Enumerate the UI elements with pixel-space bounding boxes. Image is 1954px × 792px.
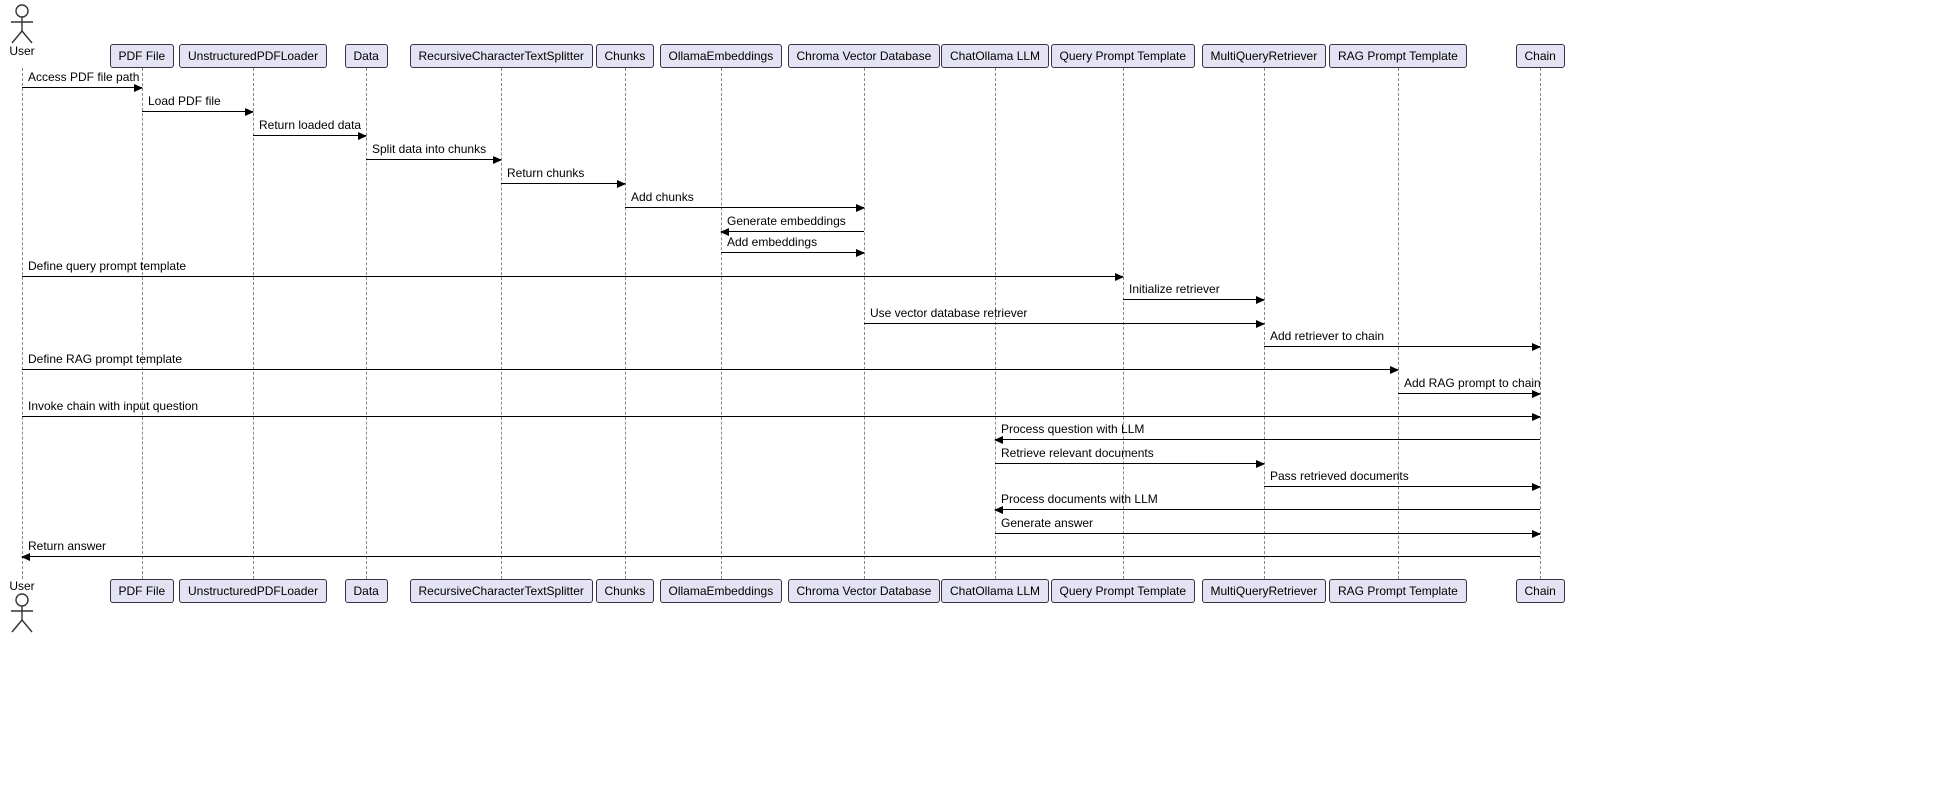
- message-arrow: Add embeddings: [721, 233, 864, 253]
- message-arrow: Pass retrieved documents: [1264, 467, 1540, 487]
- arrowhead-right-icon: [617, 180, 626, 188]
- message-arrow: Access PDF file path: [22, 68, 142, 88]
- message-label: Retrieve relevant documents: [1001, 446, 1154, 460]
- participant-chroma-top: Chroma Vector Database: [788, 44, 941, 68]
- participant-llm-bottom: ChatOllama LLM: [941, 579, 1049, 603]
- message-arrow: Return loaded data: [253, 116, 366, 136]
- message-label: Load PDF file: [148, 94, 221, 108]
- arrowhead-right-icon: [134, 84, 143, 92]
- message-label: Define query prompt template: [28, 259, 186, 273]
- actor-label: User: [8, 579, 36, 593]
- participant-qprompt-bottom: Query Prompt Template: [1051, 579, 1196, 603]
- message-arrow: Retrieve relevant documents: [995, 444, 1264, 464]
- participant-pdf-top: PDF File: [110, 44, 175, 68]
- message-label: Initialize retriever: [1129, 282, 1220, 296]
- message-label: Split data into chunks: [372, 142, 486, 156]
- participant-ragp-bottom: RAG Prompt Template: [1329, 579, 1467, 603]
- participant-qprompt-top: Query Prompt Template: [1051, 44, 1196, 68]
- arrowhead-right-icon: [245, 108, 254, 116]
- message-label: Generate embeddings: [727, 214, 846, 228]
- lifeline-user: [22, 68, 23, 579]
- participant-chunks-top: Chunks: [596, 44, 655, 68]
- message-label: Generate answer: [1001, 516, 1093, 530]
- message-arrow: Add chunks: [625, 188, 864, 208]
- participant-chunks-bottom: Chunks: [596, 579, 655, 603]
- arrowhead-right-icon: [856, 249, 865, 257]
- arrowhead-left-icon: [994, 506, 1003, 514]
- message-label: Pass retrieved documents: [1270, 469, 1409, 483]
- arrowhead-right-icon: [1256, 296, 1265, 304]
- arrowhead-right-icon: [856, 204, 865, 212]
- message-arrow: Initialize retriever: [1123, 280, 1264, 300]
- arrowhead-left-icon: [21, 553, 30, 561]
- lifeline-embed: [721, 68, 722, 579]
- message-label: Add retriever to chain: [1270, 329, 1384, 343]
- message-arrow: Generate answer: [995, 514, 1540, 534]
- participant-splitter-top: RecursiveCharacterTextSplitter: [410, 44, 593, 68]
- participant-mretr-bottom: MultiQueryRetriever: [1202, 579, 1327, 603]
- lifeline-loader: [253, 68, 254, 579]
- message-arrow: Generate embeddings: [721, 212, 864, 232]
- message-arrow: Use vector database retriever: [864, 304, 1264, 324]
- participant-mretr-top: MultiQueryRetriever: [1202, 44, 1327, 68]
- participant-embed-bottom: OllamaEmbeddings: [660, 579, 783, 603]
- arrowhead-right-icon: [1532, 343, 1541, 351]
- message-label: Use vector database retriever: [870, 306, 1027, 320]
- message-label: Process question with LLM: [1001, 422, 1144, 436]
- message-label: Add RAG prompt to chain: [1404, 376, 1541, 390]
- sequence-diagram: UserUserPDF FilePDF FileUnstructuredPDFL…: [4, 4, 1950, 788]
- participant-loader-top: UnstructuredPDFLoader: [179, 44, 327, 68]
- participant-embed-top: OllamaEmbeddings: [660, 44, 783, 68]
- participant-chroma-bottom: Chroma Vector Database: [788, 579, 941, 603]
- message-arrow: Return chunks: [501, 164, 625, 184]
- message-arrow: Add retriever to chain: [1264, 327, 1540, 347]
- message-arrow: Return answer: [22, 537, 1540, 557]
- arrowhead-right-icon: [1390, 366, 1399, 374]
- message-arrow: Define query prompt template: [22, 257, 1123, 277]
- message-label: Return answer: [28, 539, 106, 553]
- participant-ragp-top: RAG Prompt Template: [1329, 44, 1467, 68]
- lifeline-splitter: [501, 68, 502, 579]
- arrowhead-right-icon: [493, 156, 502, 164]
- message-arrow: Split data into chunks: [366, 140, 501, 160]
- message-arrow: Define RAG prompt template: [22, 350, 1398, 370]
- participant-pdf-bottom: PDF File: [110, 579, 175, 603]
- arrowhead-right-icon: [358, 132, 367, 140]
- participant-loader-bottom: UnstructuredPDFLoader: [179, 579, 327, 603]
- participant-chain-bottom: Chain: [1516, 579, 1565, 603]
- lifeline-pdf: [142, 68, 143, 579]
- participant-data-top: Data: [345, 44, 388, 68]
- arrowhead-left-icon: [994, 436, 1003, 444]
- actor-user-top: User: [8, 4, 36, 58]
- participant-data-bottom: Data: [345, 579, 388, 603]
- message-label: Add chunks: [631, 190, 694, 204]
- message-label: Process documents with LLM: [1001, 492, 1158, 506]
- message-arrow: Add RAG prompt to chain: [1398, 374, 1540, 394]
- participant-splitter-bottom: RecursiveCharacterTextSplitter: [410, 579, 593, 603]
- lifeline-chunks: [625, 68, 626, 579]
- message-label: Add embeddings: [727, 235, 817, 249]
- message-label: Define RAG prompt template: [28, 352, 182, 366]
- message-arrow: Invoke chain with input question: [22, 397, 1540, 417]
- message-arrow: Load PDF file: [142, 92, 253, 112]
- lifeline-chain: [1540, 68, 1541, 579]
- message-label: Return loaded data: [259, 118, 361, 132]
- participant-llm-top: ChatOllama LLM: [941, 44, 1049, 68]
- actor-user-bottom: User: [8, 579, 36, 633]
- message-arrow: Process documents with LLM: [995, 490, 1540, 510]
- participant-chain-top: Chain: [1516, 44, 1565, 68]
- message-label: Invoke chain with input question: [28, 399, 198, 413]
- message-label: Return chunks: [507, 166, 584, 180]
- actor-label: User: [8, 44, 36, 58]
- message-arrow: Process question with LLM: [995, 420, 1540, 440]
- message-label: Access PDF file path: [28, 70, 139, 84]
